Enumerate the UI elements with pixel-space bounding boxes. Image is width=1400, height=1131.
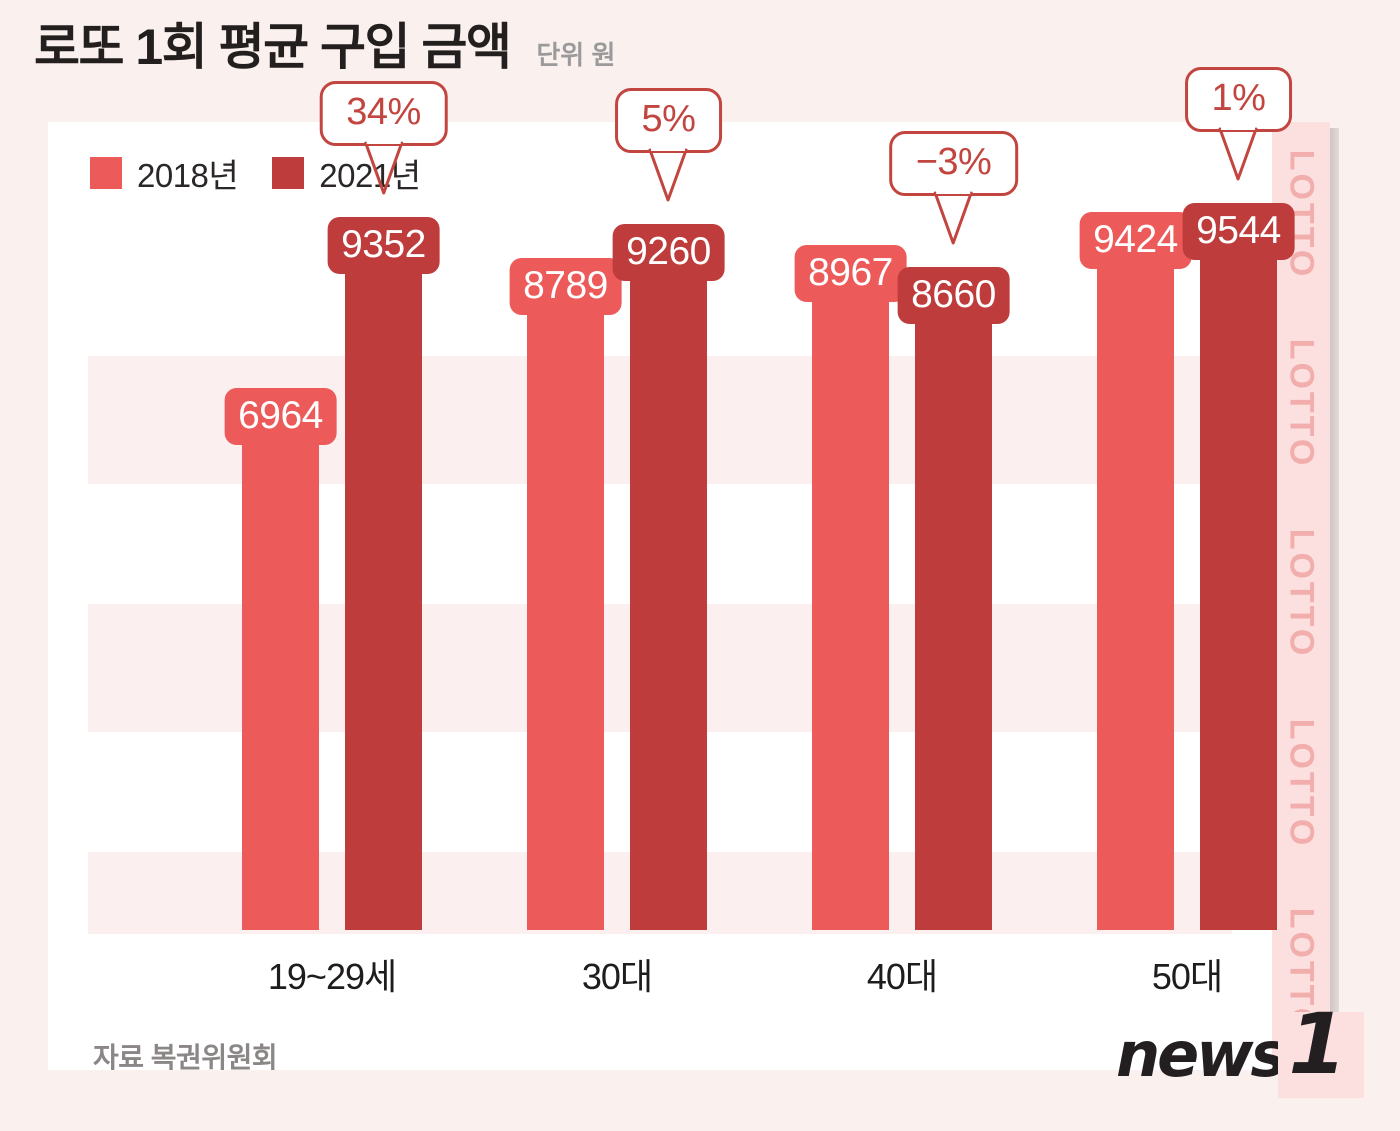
bar-group: 8967 8660 [794,174,1010,930]
bar-body [1200,246,1277,930]
bar[interactable]: 8789 [509,258,622,930]
page-title: 로또 1회 평균 구입 금액 [34,19,512,75]
source-note: 자료 복권위원회 [93,1042,278,1073]
x-axis-label: 40대 [866,956,938,997]
bar[interactable]: 9260 [612,224,725,930]
header: 로또 1회 평균 구입 금액 단위 원 [34,22,615,72]
chart-card: 2018년 2021년 6964 9352 34% 8789 9260 5% 8967 866… [48,67,1365,1098]
percent-callout: 1% [1184,67,1293,184]
callout-tail-icon [889,189,1019,248]
bar-group: 6964 9352 [224,174,440,930]
x-axis-label: 50대 [1151,956,1223,997]
bar-body [915,310,992,930]
x-axis-label: 30대 [581,956,653,997]
percent-callout: 34% [319,81,448,198]
legend-item-2018: 2018년 [90,149,239,197]
bar-value-label: 9352 [327,217,440,274]
legend-swatch-icon [90,157,122,189]
bar[interactable]: 8967 [794,245,907,930]
chart-legend: 2018년 2021년 [90,149,421,197]
bar[interactable]: 9544 [1182,203,1295,930]
bar[interactable]: 6964 [224,388,337,930]
unit-label: 단위 원 [536,40,616,70]
bar-body [527,301,604,930]
bar[interactable]: 9424 [1079,212,1192,930]
bar-value-label: 6964 [224,388,337,445]
bar-body [1097,255,1174,930]
bar-body [345,260,422,930]
lotto-watermark-text: LOTTO [1282,339,1320,469]
bar[interactable]: 8660 [897,267,1010,930]
percent-callout-text: 5% [614,88,723,153]
lotto-strip-shadow [1330,128,1339,1076]
bar-group: 9424 9544 [1079,174,1295,930]
legend-swatch-icon [272,157,305,189]
lotto-watermark-strip: LOTTO LOTTO LOTTO LOTTO LOTTO [1271,122,1330,1070]
x-axis-labels: 19~29세 30대 40대 50대 [88,948,1232,1008]
bar-body [812,288,889,930]
bar-value-label: 9260 [612,224,725,281]
bar-body [630,267,707,930]
bar-body [242,431,319,930]
callout-tail-icon [319,139,448,198]
percent-callout-text: −3% [888,131,1019,196]
bar-value-label: 9424 [1079,212,1192,269]
bar-group: 8789 9260 [509,174,725,930]
percent-callout: 5% [614,88,723,205]
bar-value-label: 8660 [897,267,1010,324]
percent-callout: −3% [888,131,1019,248]
news1-one-glyph: 1 [1288,995,1347,1093]
bar-value-label: 8789 [509,258,622,315]
bar-value-label: 9544 [1182,203,1295,260]
percent-callout-text: 1% [1184,67,1293,132]
bar[interactable]: 9352 [327,217,440,930]
percent-callout-text: 34% [319,81,448,146]
legend-label: 2021년 [319,157,421,194]
lotto-watermark-text: LOTTO [1282,718,1320,848]
plot-area: 6964 9352 34% 8789 9260 5% 8967 8660 −3% 9424 9544… [88,67,1295,934]
callout-tail-icon [1185,125,1293,184]
legend-label: 2018년 [137,157,239,194]
news1-wordmark: news [1116,1018,1287,1091]
bar-value-label: 8967 [794,245,907,302]
news1-one-badge: 1 [1278,1002,1365,1098]
legend-item-2021: 2021년 [272,149,421,197]
news1-logo: news 1 [1116,1002,1365,1098]
lotto-watermark-text: LOTTO [1282,528,1320,659]
x-axis-label: 19~29세 [267,956,397,997]
callout-tail-icon [615,146,723,205]
